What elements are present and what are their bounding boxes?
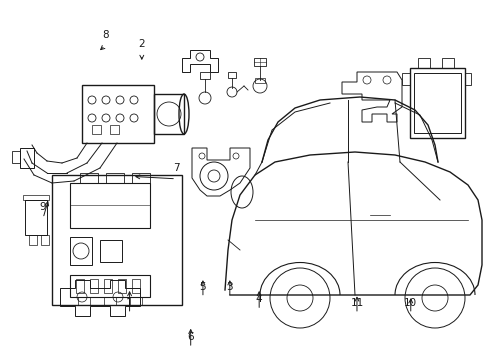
Bar — [441, 58, 453, 68]
Bar — [76, 279, 84, 293]
Bar — [200, 72, 209, 79]
Bar — [118, 279, 126, 293]
Text: 10: 10 — [404, 298, 416, 308]
Bar — [104, 279, 112, 293]
Bar — [100, 240, 122, 262]
Bar — [20, 148, 34, 168]
Bar — [417, 58, 429, 68]
Bar — [29, 235, 37, 245]
Bar — [110, 125, 119, 134]
Bar — [130, 297, 142, 305]
Bar — [132, 279, 140, 293]
Bar — [25, 200, 47, 235]
Text: 2: 2 — [138, 39, 145, 49]
Bar — [104, 297, 116, 305]
Bar — [23, 195, 49, 200]
Bar — [254, 78, 264, 83]
Bar — [253, 58, 265, 66]
Bar — [70, 183, 150, 228]
Bar — [132, 173, 150, 183]
Bar — [413, 73, 460, 133]
Bar — [80, 173, 98, 183]
Bar — [464, 73, 470, 85]
Bar — [41, 235, 49, 245]
Bar — [154, 94, 183, 134]
Text: 9: 9 — [40, 202, 46, 212]
Text: 3: 3 — [226, 282, 233, 292]
Bar — [70, 275, 150, 297]
Text: 8: 8 — [102, 30, 108, 40]
Bar — [227, 72, 236, 78]
Text: 7: 7 — [172, 163, 179, 173]
Bar — [70, 237, 92, 265]
Bar — [78, 297, 90, 305]
Bar — [401, 73, 409, 85]
Bar — [82, 85, 154, 143]
Text: 1: 1 — [126, 298, 133, 308]
Text: 6: 6 — [187, 332, 194, 342]
Bar — [106, 173, 124, 183]
Bar — [52, 175, 182, 305]
Bar — [92, 125, 101, 134]
Bar — [409, 68, 464, 138]
Bar — [12, 151, 20, 163]
Text: 5: 5 — [199, 282, 206, 292]
Bar — [90, 279, 98, 293]
Text: 11: 11 — [349, 298, 363, 308]
Text: 4: 4 — [255, 294, 262, 304]
